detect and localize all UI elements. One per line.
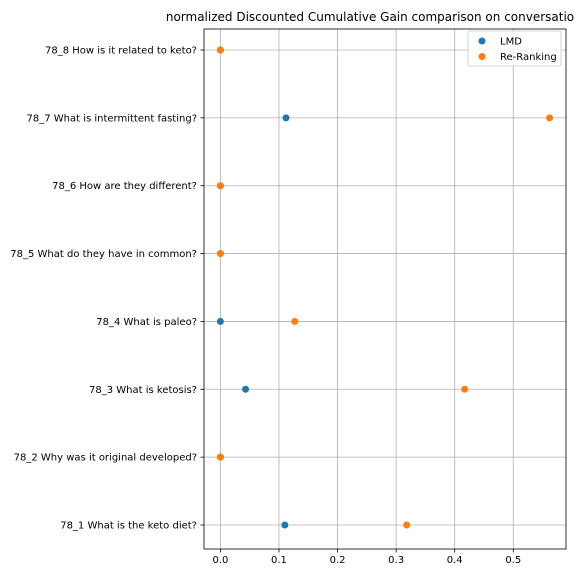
x-tick-label: 0.2 [330, 555, 346, 566]
point-re-ranking [403, 521, 411, 529]
y-category-label: 78_7 What is intermittent fasting? [26, 113, 197, 124]
y-category-label: 78_3 What is ketosis? [89, 385, 197, 396]
points-layer [216, 46, 554, 529]
point-re-ranking [216, 46, 224, 54]
y-category-label: 78_4 What is paleo? [96, 317, 197, 328]
point-lmd [281, 521, 289, 529]
plot-frame [203, 28, 567, 550]
y-category-label: 78_2 Why was it original developed? [14, 453, 197, 464]
legend-label: Re-Ranking [500, 52, 557, 63]
y-category-label: 78_1 What is the keto diet? [60, 521, 197, 532]
x-tick-label: 0.0 [212, 555, 228, 566]
legend: LMD Re-Ranking [467, 30, 562, 67]
point-re-ranking [216, 250, 224, 258]
ticks-layer: 0.0 0.1 0.2 0.3 0.4 0.5 78_1 What is the keto … [10, 46, 521, 567]
point-re-ranking [216, 453, 224, 461]
x-tick-label: 0.5 [505, 555, 521, 566]
point-re-ranking [216, 182, 224, 190]
point-re-ranking [546, 114, 554, 122]
axes-layer [203, 28, 567, 550]
y-category-label: 78_8 How is it related to keto? [45, 46, 197, 57]
y-category-label: 78_6 How are they different? [52, 181, 197, 192]
legend-box [467, 30, 562, 67]
legend-label: LMD [500, 37, 522, 48]
x-tick-label: 0.1 [271, 555, 287, 566]
x-tick-label: 0.4 [447, 555, 463, 566]
point-re-ranking [291, 317, 299, 325]
point-lmd [242, 385, 250, 393]
legend-marker [478, 37, 486, 45]
legend-marker [478, 53, 486, 60]
point-lmd [282, 114, 290, 122]
point-re-ranking [461, 385, 469, 393]
y-category-label: 78_5 What do they have in common? [10, 249, 197, 260]
chart-title: normalized Discounted Cumulative Gain co… [166, 10, 574, 24]
x-tick-label: 0.3 [388, 555, 404, 566]
point-lmd [216, 317, 224, 325]
